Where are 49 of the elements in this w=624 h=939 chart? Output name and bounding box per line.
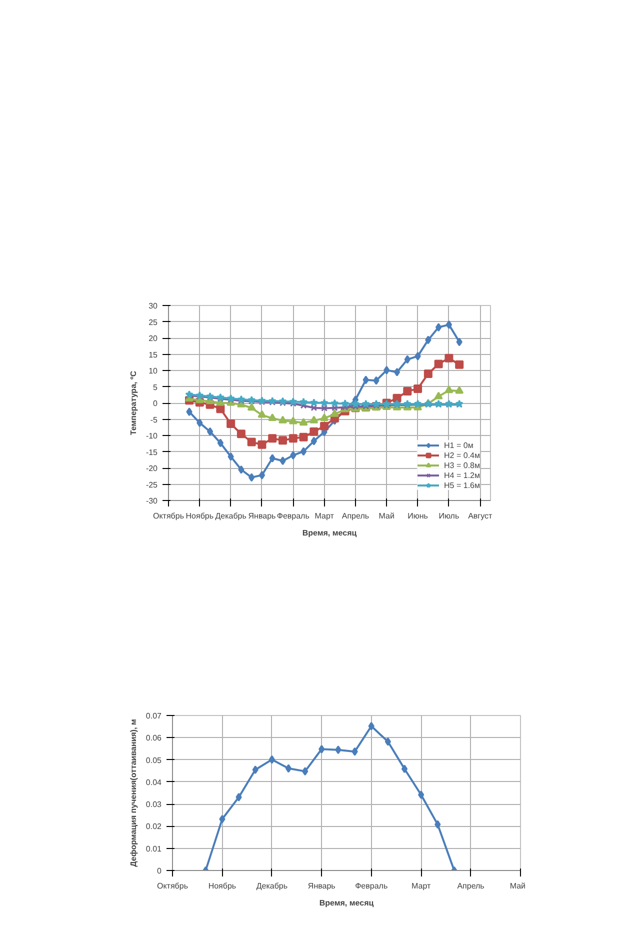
y-tick-label: 0.01 xyxy=(146,844,162,854)
x-tick-label: Февраль xyxy=(355,882,388,890)
y-tick-label: 30 xyxy=(148,302,158,310)
y-tick-label: 0.02 xyxy=(146,822,162,832)
x-tick-label: Январь xyxy=(248,512,276,520)
y-tick-label: 10 xyxy=(148,366,158,376)
y-tick-label: -15 xyxy=(146,448,158,457)
legend-label: H4 = 1.2м xyxy=(444,470,480,480)
y-axis-title: Температура, ºС xyxy=(128,370,138,436)
x-tick-label: Октябрь xyxy=(152,512,184,520)
x-axis-title: Время, месяц xyxy=(302,528,357,538)
x-tick-label: Январь xyxy=(308,882,336,890)
x-tick-label: Апрель xyxy=(457,882,484,890)
x-tick-label: Февраль xyxy=(276,512,310,520)
legend-label: H5 = 1.6м xyxy=(444,480,480,490)
legend-label: H2 = 0.4м xyxy=(444,450,480,460)
x-tick-label: Март xyxy=(412,882,431,890)
y-tick-label: 0.05 xyxy=(146,756,162,765)
x-tick-label: Август xyxy=(468,512,492,520)
y-tick-label: 0 xyxy=(157,866,162,876)
y-tick-label: -10 xyxy=(146,432,158,440)
x-tick-label: Март xyxy=(314,512,334,520)
y-tick-label: 15 xyxy=(148,350,158,360)
x-axis-title: Время, месяц xyxy=(319,898,374,908)
x-tick-label: Декабрь xyxy=(256,882,288,890)
y-tick-label: 0.07 xyxy=(146,712,162,720)
x-tick-label: Апрель xyxy=(342,512,370,520)
y-tick-label: 5 xyxy=(153,382,158,392)
y-tick-label: -20 xyxy=(146,464,158,473)
y-tick-label: 0.04 xyxy=(146,778,162,787)
x-tick-label: Май xyxy=(378,512,394,520)
x-tick-label: Май xyxy=(510,882,526,890)
y-tick-label: -5 xyxy=(150,415,158,424)
y-tick-label: 25 xyxy=(148,318,158,327)
y-tick-label: 0.03 xyxy=(146,800,162,810)
legend-label: H3 = 0.8м xyxy=(444,460,480,470)
x-tick-label: Июль xyxy=(438,512,460,520)
x-tick-label: Июнь xyxy=(408,512,428,520)
x-tick-label: Ноябрь xyxy=(186,512,214,520)
y-tick-label: -30 xyxy=(146,496,158,506)
y-tick-label: 20 xyxy=(148,334,158,343)
y-tick-label: 0 xyxy=(153,399,158,408)
x-tick-label: Ноябрь xyxy=(208,882,236,890)
x-tick-label: Декабрь xyxy=(215,512,246,520)
y-axis-title: Деформация пучения(оттаивания), м xyxy=(128,718,138,867)
y-tick-label: -25 xyxy=(146,480,158,490)
y-tick-label: 0.06 xyxy=(146,734,162,743)
legend-label: H1 = 0м xyxy=(444,440,474,450)
x-tick-label: Октябрь xyxy=(156,882,188,890)
